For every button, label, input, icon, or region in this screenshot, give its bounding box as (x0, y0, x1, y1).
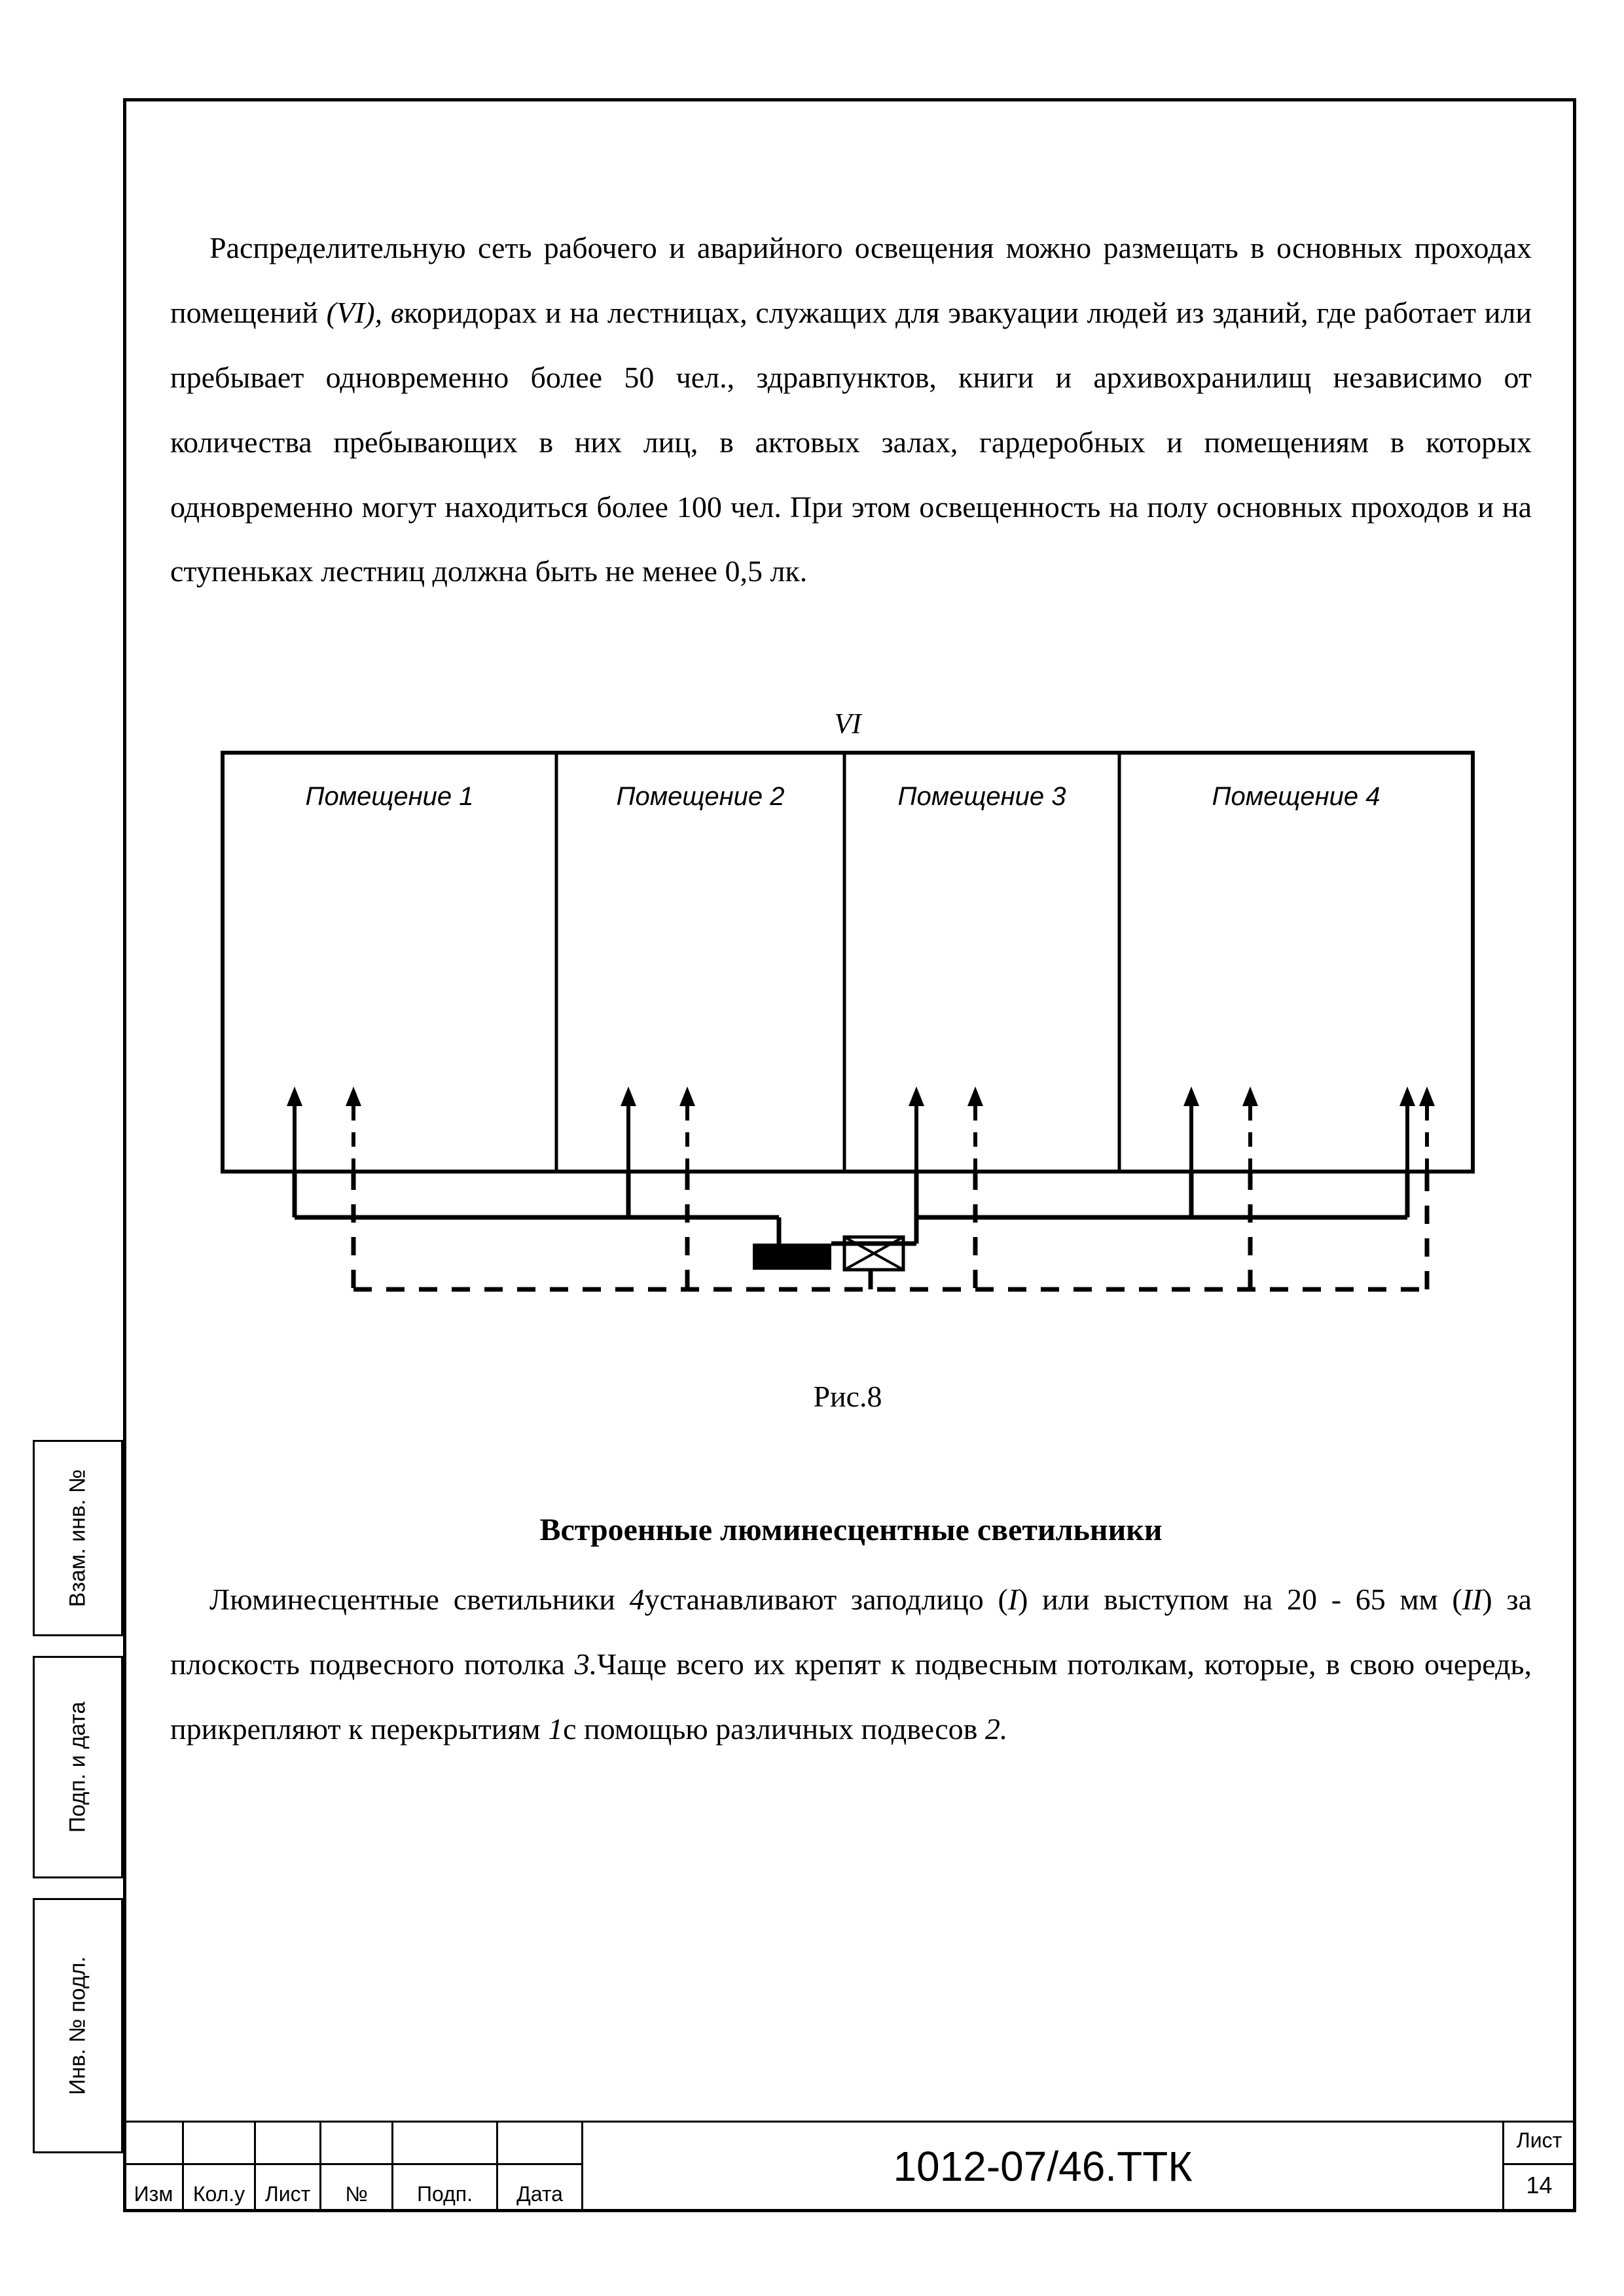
p2-s3: ) или выступом на 20 - 65 мм ( (1018, 1583, 1462, 1616)
p2-s6: с помощью различных подвесов (563, 1712, 985, 1746)
stamp-kolu: Кол.у (183, 2164, 255, 2211)
figure-svg: Помещение 1 Помещение 2 Помещение 3 Поме… (183, 740, 1512, 1342)
side-cell-vzam: Взам. инв. № (33, 1440, 123, 1636)
stamp-list: Лист (255, 2164, 321, 2211)
title-block: 1012-07/46.ТТК Лист Изм Кол.у Лист № Под… (123, 2121, 1576, 2212)
p2-s1: Люминесцентные светильники (209, 1583, 630, 1616)
heading-2: Встроенные люминесцентные светильники (170, 1512, 1532, 1548)
p2-i3: II (1462, 1583, 1483, 1616)
stamp-kolu-empty (183, 2122, 255, 2164)
stamp-data-empty (497, 2122, 583, 2164)
stamp-list-empty (255, 2122, 321, 2164)
room-3-label: Помещение 3 (897, 782, 1066, 811)
side-cell-podp: Подп. и дата (33, 1656, 123, 1878)
p1-seg2: коридорах и на лестницах, служащих для э… (170, 296, 1532, 588)
stamp-izm-empty (124, 2122, 183, 2164)
p2-i2: I (1008, 1583, 1018, 1616)
p1-italic1: (VI), в (327, 296, 404, 329)
doc-number: 1012-07/46.ТТК (583, 2122, 1504, 2212)
p2-i5: 1 (548, 1712, 563, 1746)
figure-top-label: VI (183, 707, 1512, 740)
stamp-izm: Изм (124, 2164, 183, 2211)
stamp-podp: Подп. (393, 2164, 497, 2211)
paragraph-2: Люминесцентные светильники 4устанавливаю… (170, 1568, 1532, 1762)
room-4-label: Помещение 4 (1212, 782, 1380, 811)
p2-i6: 2. (985, 1712, 1008, 1746)
stamp-num-empty (321, 2122, 393, 2164)
side-label-podp: Подп. и дата (65, 1702, 91, 1833)
section-2: Встроенные люминесцентные светильники Лю… (170, 1512, 1532, 1762)
p2-i1: 4 (630, 1583, 645, 1616)
p2-i4: 3. (575, 1647, 598, 1681)
content-area: Распределительную сеть рабочего и аварий… (170, 216, 1532, 604)
side-gap-2 (33, 1878, 123, 1898)
stamp-podp-empty (393, 2122, 497, 2164)
stamp-data: Дата (497, 2164, 583, 2211)
side-gap-1 (33, 1636, 123, 1656)
room-2-label: Помещение 2 (616, 782, 784, 811)
figure-8: VI Помещение 1 Помещение 2 Помещение 3 П… (183, 707, 1512, 1414)
side-cell-inv: Инв. № подл. (33, 1898, 123, 2153)
stamp-table: 1012-07/46.ТТК Лист Изм Кол.у Лист № Под… (123, 2121, 1576, 2212)
p2-s2: устанавливают заподлицо ( (645, 1583, 1008, 1616)
side-stamp: Взам. инв. № Подп. и дата Инв. № подл. (33, 1440, 123, 2212)
room-1-label: Помещение 1 (305, 782, 473, 811)
figure-caption: Рис.8 (183, 1379, 1512, 1414)
sheet-number: 14 (1504, 2164, 1576, 2211)
paragraph-1: Распределительную сеть рабочего и аварий… (170, 216, 1532, 604)
side-label-inv: Инв. № подл. (65, 1956, 91, 2095)
side-label-vzam: Взам. инв. № (65, 1469, 91, 1607)
stamp-num: № (321, 2164, 393, 2211)
sheet-label: Лист (1504, 2122, 1576, 2164)
